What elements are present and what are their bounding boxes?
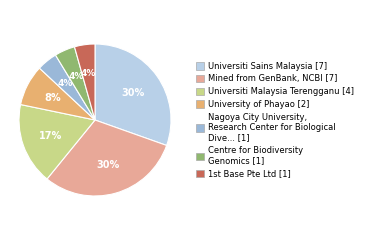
Wedge shape <box>40 55 95 120</box>
Wedge shape <box>74 44 95 120</box>
Text: 4%: 4% <box>68 72 84 81</box>
Text: 8%: 8% <box>45 93 62 103</box>
Legend: Universiti Sains Malaysia [7], Mined from GenBank, NCBI [7], Universiti Malaysia: Universiti Sains Malaysia [7], Mined fro… <box>194 60 356 180</box>
Text: 4%: 4% <box>58 79 73 88</box>
Wedge shape <box>21 68 95 120</box>
Wedge shape <box>55 47 95 120</box>
Text: 30%: 30% <box>122 88 145 98</box>
Text: 4%: 4% <box>81 69 96 78</box>
Wedge shape <box>95 44 171 145</box>
Text: 17%: 17% <box>39 131 62 141</box>
Wedge shape <box>19 105 95 179</box>
Text: 30%: 30% <box>96 160 119 170</box>
Wedge shape <box>47 120 166 196</box>
